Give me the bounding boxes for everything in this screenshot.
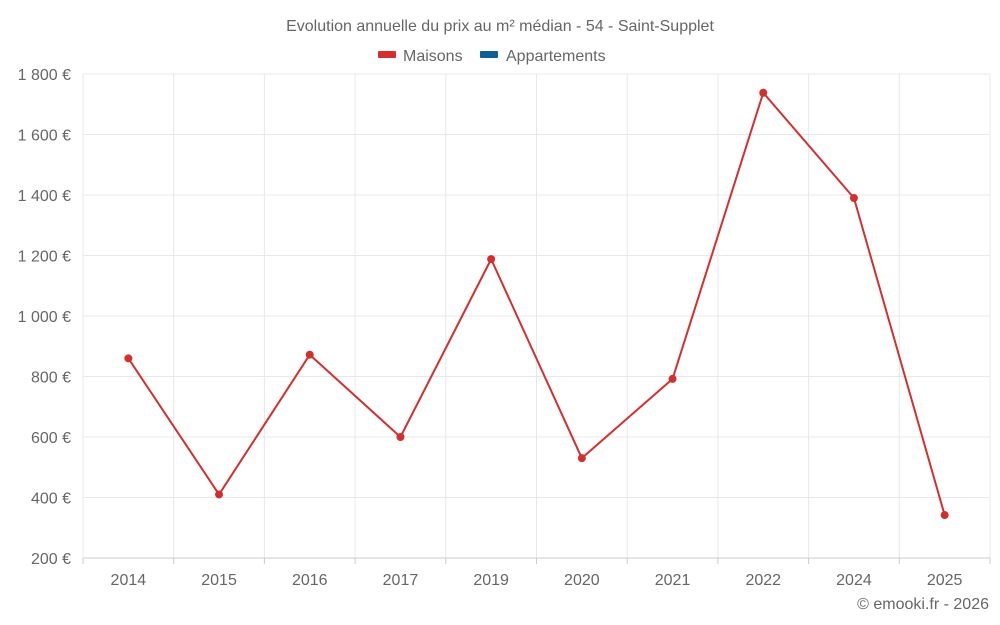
data-point-2019[interactable] (487, 255, 496, 264)
x-tick-label: 2020 (564, 572, 600, 589)
y-tick-label: 1 600 € (18, 128, 71, 145)
legend-label-appartements: Appartements (506, 48, 606, 65)
x-tick-label: 2015 (201, 572, 237, 589)
legend: Maisons Appartements (378, 48, 606, 65)
x-tick-label: 2022 (745, 572, 781, 589)
legend-swatch-maisons (378, 51, 396, 58)
data-point-2016[interactable] (305, 350, 314, 359)
y-tick-label: 600 € (31, 430, 71, 447)
data-point-2020[interactable] (577, 454, 586, 463)
y-tick-label: 1 800 € (18, 67, 71, 84)
credit-text: © emooki.fr - 2026 (857, 596, 989, 613)
chart-title: Evolution annuelle du prix au m² médian … (286, 18, 714, 35)
data-point-2021[interactable] (668, 374, 677, 383)
data-point-2022[interactable] (759, 88, 768, 97)
x-tick-label: 2016 (292, 572, 328, 589)
series-line-maisons (127, 91, 946, 516)
data-point-2025[interactable] (940, 511, 949, 520)
y-tick-label: 1 000 € (18, 309, 71, 326)
legend-swatch-appartements (480, 51, 498, 58)
x-tick-labels: 2014 2015 2016 2017 2019 2020 2021 2022 2024 2025 (111, 572, 963, 589)
y-tick-label: 1 400 € (18, 188, 71, 205)
x-tick-label: 2024 (836, 572, 872, 589)
x-tick-label: 2021 (655, 572, 691, 589)
data-point-2024[interactable] (849, 194, 858, 203)
y-tick-labels: 200 € 400 € 600 € 800 € 1 000 € 1 200 € 1 400 … (18, 67, 71, 568)
x-tick-label: 2025 (927, 572, 963, 589)
x-tick-label: 2014 (111, 572, 147, 589)
legend-label-maisons: Maisons (403, 48, 463, 65)
y-tick-label: 800 € (31, 370, 71, 387)
y-tick-label: 200 € (31, 551, 71, 568)
data-point-2015[interactable] (215, 490, 224, 499)
legend-item-maisons[interactable]: Maisons (378, 48, 463, 65)
legend-item-appartements[interactable]: Appartements (480, 48, 606, 65)
x-gridlines (82, 74, 991, 564)
data-point-2017[interactable] (396, 433, 405, 441)
x-tick-label: 2019 (473, 572, 509, 589)
series-maisons (124, 88, 949, 520)
y-tick-label: 400 € (31, 491, 71, 508)
data-point-2014[interactable] (124, 354, 133, 363)
x-tick-label: 2017 (383, 572, 419, 589)
y-tick-label: 1 200 € (18, 249, 71, 266)
